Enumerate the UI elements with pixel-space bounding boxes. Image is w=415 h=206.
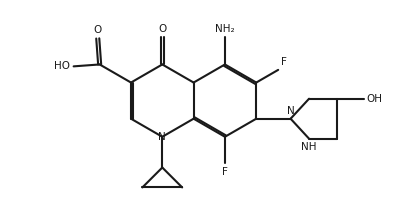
Text: O: O	[94, 25, 102, 35]
Text: NH₂: NH₂	[215, 23, 235, 34]
Text: N: N	[159, 132, 166, 142]
Text: F: F	[222, 167, 228, 177]
Text: N: N	[287, 106, 295, 116]
Text: HO: HO	[54, 61, 70, 71]
Text: F: F	[281, 57, 287, 67]
Text: NH: NH	[301, 142, 317, 152]
Text: O: O	[158, 23, 166, 34]
Text: OH: OH	[367, 94, 383, 104]
